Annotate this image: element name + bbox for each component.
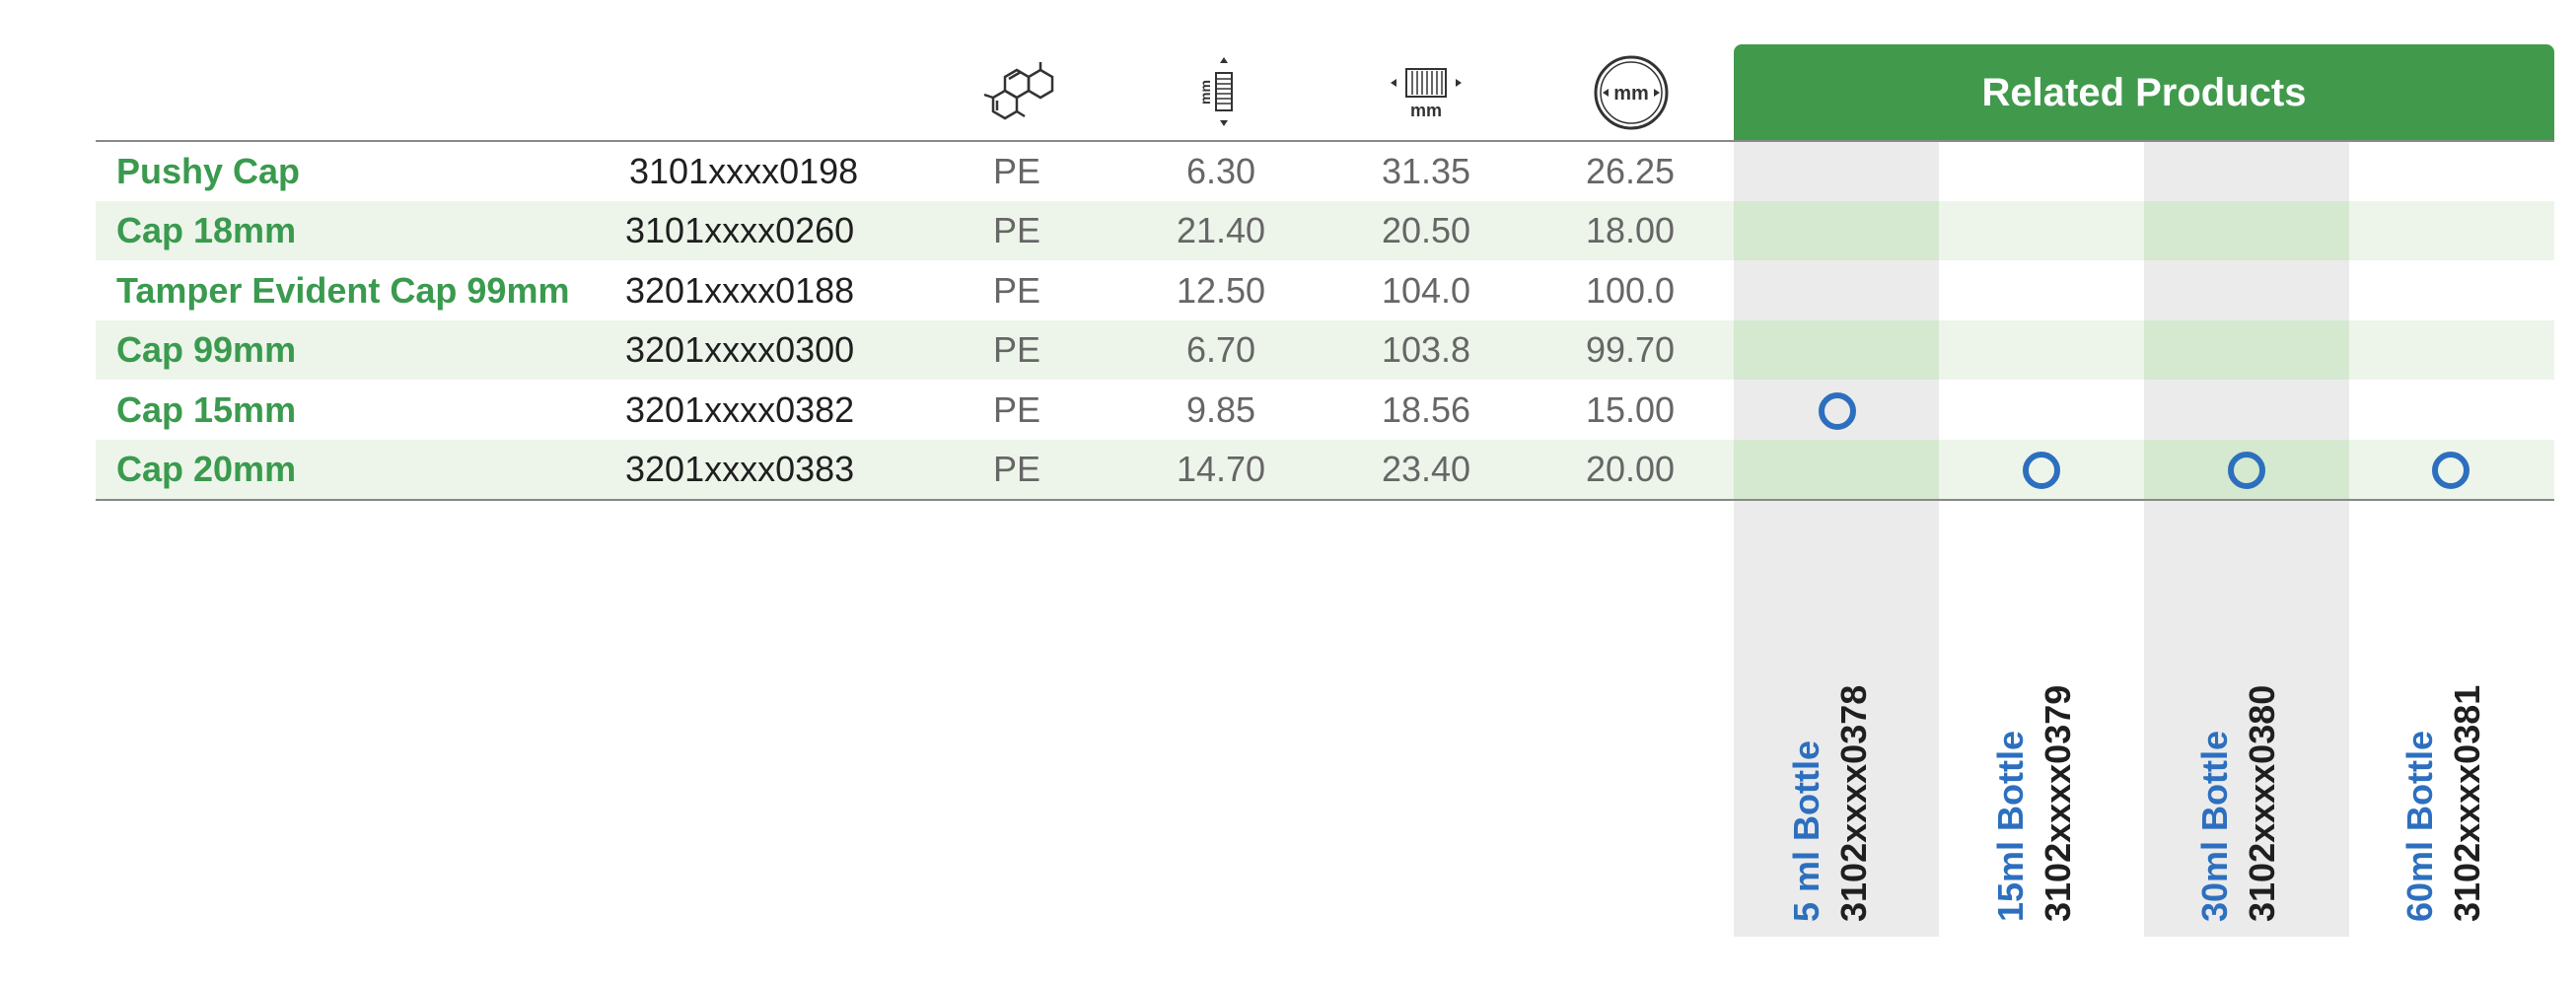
product-code: 3101xxxx0198 xyxy=(629,151,859,191)
svg-text:mm: mm xyxy=(1410,101,1442,120)
material-value: PE xyxy=(992,210,1041,250)
material-value: PE xyxy=(992,449,1041,489)
product-code: 3101xxxx0260 xyxy=(625,210,855,250)
product-name: Tamper Evident Cap 99mm xyxy=(116,270,570,311)
table-top-rule xyxy=(96,140,2554,142)
diameter-value: 18.00 xyxy=(1585,210,1676,250)
related-product-label: 30ml Bottle 3102xxxx0380 xyxy=(2191,685,2286,922)
related-product-name: 5 ml Bottle xyxy=(1786,739,1826,922)
width-value: 104.0 xyxy=(1381,270,1471,311)
diameter-value: 99.70 xyxy=(1585,329,1676,370)
svg-text:mm: mm xyxy=(1613,83,1649,105)
related-product-name: 30ml Bottle xyxy=(2194,730,2235,922)
material-value: PE xyxy=(992,270,1041,311)
product-code: 3201xxxx0383 xyxy=(625,449,855,489)
product-name: Cap 18mm xyxy=(116,210,297,250)
related-product-code: 3102xxxx0380 xyxy=(2242,684,2282,922)
related-product-code: 3102xxxx0381 xyxy=(2447,684,2487,922)
product-name: Pushy Cap xyxy=(116,151,301,191)
compatibility-mark xyxy=(2432,452,2469,489)
height-value: 14.70 xyxy=(1176,449,1266,489)
width-value: 103.8 xyxy=(1381,329,1471,370)
related-product-label: 15ml Bottle 3102xxxx0379 xyxy=(1987,685,2082,922)
related-products-header: Related Products xyxy=(1734,44,2554,141)
compatibility-mark xyxy=(1819,392,1856,430)
related-product-name: 15ml Bottle xyxy=(1990,730,2031,922)
height-value: 9.85 xyxy=(1185,389,1256,430)
product-code: 3201xxxx0382 xyxy=(625,389,855,430)
related-column-bg xyxy=(2144,141,2349,937)
product-code: 3201xxxx0188 xyxy=(625,270,855,311)
height-value: 6.70 xyxy=(1185,329,1256,370)
width-value: 23.40 xyxy=(1381,449,1471,489)
related-product-name: 60ml Bottle xyxy=(2399,730,2440,922)
diameter-value: 15.00 xyxy=(1585,389,1676,430)
height-mm-icon: mm xyxy=(1195,55,1235,128)
table-bottom-rule xyxy=(96,499,2554,501)
compatibility-mark xyxy=(2023,452,2060,489)
width-value: 20.50 xyxy=(1381,210,1471,250)
related-product-label: 60ml Bottle 3102xxxx0381 xyxy=(2397,685,2491,922)
related-cell-bg xyxy=(1734,201,1939,260)
diameter-value: 20.00 xyxy=(1585,449,1676,489)
diameter-value: 100.0 xyxy=(1585,270,1676,311)
height-value: 21.40 xyxy=(1176,210,1266,250)
related-product-code: 3102xxxx0378 xyxy=(1833,684,1874,922)
related-cell-bg xyxy=(1734,440,1939,499)
related-products-title: Related Products xyxy=(1981,70,2307,114)
svg-text:mm: mm xyxy=(1197,80,1213,105)
related-cell-bg xyxy=(2144,320,2349,380)
width-mm-icon: mm xyxy=(1389,63,1464,120)
related-cell-bg xyxy=(2144,201,2349,260)
molecule-icon xyxy=(981,59,1056,122)
related-column-bg xyxy=(1734,141,1939,937)
product-code: 3201xxxx0300 xyxy=(625,329,855,370)
material-value: PE xyxy=(992,151,1041,191)
width-value: 18.56 xyxy=(1381,389,1471,430)
product-name: Cap 15mm xyxy=(116,389,297,430)
product-name: Cap 20mm xyxy=(116,449,297,489)
diameter-mm-icon: mm xyxy=(1592,53,1671,132)
diameter-value: 26.25 xyxy=(1585,151,1676,191)
related-product-label: 5 ml Bottle 3102xxxx0378 xyxy=(1783,685,1878,922)
width-value: 31.35 xyxy=(1381,151,1471,191)
related-cell-bg xyxy=(1734,320,1939,380)
related-product-code: 3102xxxx0379 xyxy=(2038,684,2078,922)
material-value: PE xyxy=(992,389,1041,430)
product-name: Cap 99mm xyxy=(116,329,297,370)
height-value: 6.30 xyxy=(1185,151,1256,191)
height-value: 12.50 xyxy=(1176,270,1266,311)
material-value: PE xyxy=(992,329,1041,370)
compatibility-mark xyxy=(2228,452,2265,489)
